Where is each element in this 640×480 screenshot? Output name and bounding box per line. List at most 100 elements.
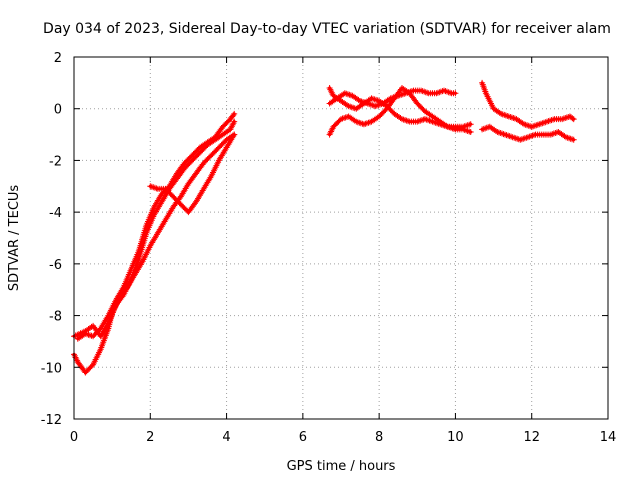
data-point — [343, 91, 347, 95]
series-markers — [479, 79, 577, 130]
data-point — [484, 91, 488, 95]
data-point — [526, 135, 530, 139]
data-point — [537, 122, 541, 126]
data-point — [164, 218, 167, 222]
data-point — [335, 96, 339, 100]
data-point — [530, 125, 534, 129]
chart-title: Day 034 of 2023, Sidereal Day-to-day VTE… — [43, 21, 611, 37]
y-tick-label: -6 — [49, 258, 62, 273]
data-point — [183, 161, 187, 165]
data-point — [91, 363, 95, 367]
data-point — [431, 120, 434, 124]
data-point — [328, 102, 332, 105]
data-point — [328, 86, 332, 90]
y-tick-label: -4 — [49, 206, 62, 221]
data-point — [450, 91, 454, 95]
data-point — [194, 200, 198, 204]
data-point — [469, 122, 473, 126]
data-point — [156, 231, 160, 235]
data-point — [495, 130, 499, 134]
data-point — [572, 117, 576, 121]
x-tick-label: 8 — [375, 430, 383, 445]
data-point — [423, 109, 427, 113]
data-point — [572, 138, 576, 142]
data-point — [515, 117, 518, 121]
data-point — [198, 151, 202, 155]
data-point — [91, 324, 95, 328]
y-tick-label: -2 — [49, 154, 62, 169]
data-point — [389, 96, 393, 100]
data-point — [167, 184, 171, 188]
data-point — [366, 102, 370, 105]
y-tick-label: -8 — [49, 310, 62, 325]
data-point — [171, 205, 175, 209]
data-point — [427, 91, 431, 95]
data-point — [160, 200, 164, 204]
data-point — [76, 337, 80, 341]
data-series — [326, 87, 459, 110]
x-tick-label: 0 — [70, 430, 78, 445]
x-tick-label: 4 — [222, 430, 230, 445]
data-point — [148, 244, 152, 248]
data-point — [412, 89, 415, 93]
data-point — [541, 133, 545, 137]
y-axis-label: SDTVAR / TECUs — [7, 185, 22, 292]
data-point — [503, 133, 507, 137]
data-point — [328, 133, 332, 137]
data-point — [480, 127, 484, 131]
data-point — [145, 223, 148, 227]
data-point — [358, 99, 362, 103]
data-point — [83, 371, 87, 374]
data-point — [114, 298, 118, 302]
data-point — [453, 127, 457, 131]
data-point — [232, 120, 236, 124]
data-point — [228, 117, 232, 121]
data-point — [419, 89, 423, 93]
data-point — [129, 267, 133, 271]
data-point — [522, 122, 526, 126]
data-point — [461, 127, 465, 131]
data-point — [431, 115, 434, 118]
data-point — [370, 120, 373, 124]
data-point — [370, 96, 373, 100]
data-point — [339, 99, 343, 103]
data-series — [479, 123, 577, 143]
data-point — [331, 125, 335, 129]
data-point — [385, 107, 389, 111]
data-point — [453, 91, 457, 95]
data-point — [232, 112, 236, 116]
data-point — [198, 146, 202, 149]
data-point — [553, 117, 557, 121]
data-point — [190, 158, 194, 162]
data-point — [442, 89, 446, 93]
data-point — [392, 112, 396, 116]
data-point — [518, 138, 522, 142]
data-point — [347, 104, 351, 108]
data-point — [507, 115, 511, 118]
data-point — [213, 135, 217, 139]
data-point — [400, 86, 404, 90]
data-point — [225, 146, 229, 149]
data-point — [488, 125, 492, 129]
data-point — [362, 122, 366, 126]
data-point — [148, 184, 152, 188]
data-point — [446, 125, 450, 129]
data-point — [122, 285, 126, 289]
data-point — [415, 120, 419, 124]
series-markers — [74, 110, 238, 342]
data-point — [564, 135, 568, 139]
data-point — [160, 192, 164, 196]
data-point — [125, 285, 129, 289]
data-point — [331, 94, 335, 98]
x-tick-label: 2 — [146, 430, 154, 445]
data-point — [209, 153, 213, 157]
y-tick-label: 0 — [54, 103, 62, 118]
data-point — [408, 120, 412, 124]
data-point — [206, 140, 209, 144]
data-point — [228, 127, 232, 131]
data-point — [221, 133, 225, 137]
data-point — [415, 102, 419, 105]
plot-frame — [73, 56, 609, 420]
data-point — [499, 112, 503, 116]
